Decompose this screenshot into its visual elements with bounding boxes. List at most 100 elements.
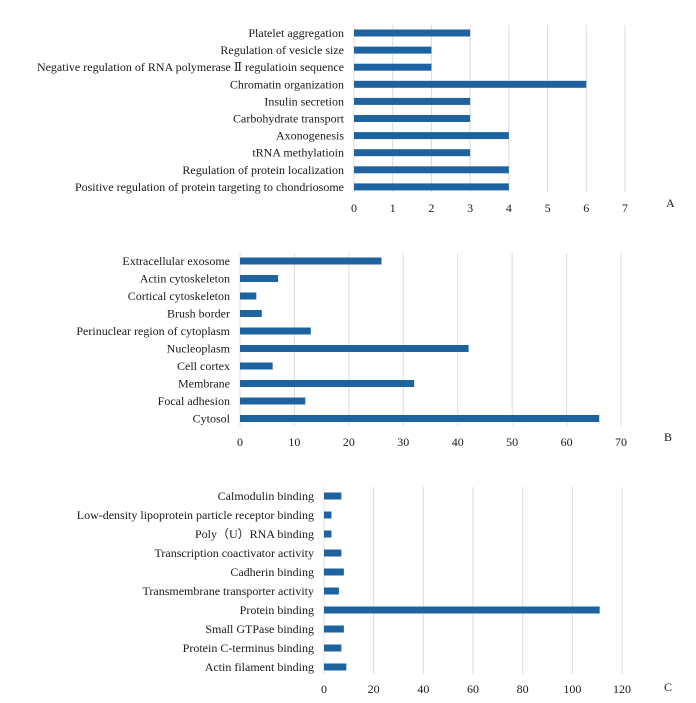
panel-a-ticks: 0 1 2 3 4 5 6 7 (351, 201, 628, 215)
bar (324, 549, 342, 557)
category-label: Focal adhesion (158, 394, 230, 408)
category-label: Cadherin binding (230, 565, 314, 579)
category-label: Axonogenesis (276, 129, 344, 143)
panel-b-ticks: 0 10 20 30 40 50 60 70 (237, 435, 627, 449)
bar (324, 587, 339, 595)
x-tick-label: 50 (506, 435, 518, 449)
x-tick-label: 10 (288, 435, 300, 449)
bar (354, 29, 471, 37)
panel-b-grid (239, 253, 622, 426)
bar (324, 511, 332, 519)
x-tick-label: 70 (615, 435, 627, 449)
bar (324, 568, 344, 576)
panel-a: Platelet aggregation Regulation of vesicl… (37, 25, 675, 215)
category-label: tRNA methylatioin (252, 146, 344, 160)
bar (240, 275, 279, 282)
bar (354, 166, 509, 174)
category-label: Brush border (167, 307, 230, 321)
category-label: Chromatin organization (230, 77, 344, 91)
bar (354, 149, 471, 157)
bar (324, 663, 347, 671)
category-label: Carbohydrate transport (233, 112, 345, 126)
bar (240, 362, 273, 370)
bar (240, 292, 257, 300)
category-label: Regulation of protein localization (182, 163, 344, 177)
category-label: Protein binding (240, 603, 314, 617)
category-label: Protein C-terminus binding (183, 641, 314, 655)
bar (354, 80, 587, 88)
bar (354, 115, 471, 122)
bar (240, 380, 415, 387)
x-tick-label: 40 (417, 682, 429, 696)
x-tick-label: 20 (343, 435, 355, 449)
x-tick-label: 0 (321, 682, 327, 696)
category-label: Extracellular exosome (122, 254, 230, 268)
category-label: Positive regulation of protein targeting… (75, 180, 344, 194)
category-label: Transcription coactivator activity (154, 546, 314, 560)
category-label: Cortical cytoskeleton (128, 289, 230, 303)
x-tick-label: 60 (561, 435, 573, 449)
panel-a-bars (354, 29, 587, 191)
x-tick-label: 0 (351, 201, 357, 215)
panel-a-categories: Platelet aggregation Regulation of vesicl… (37, 26, 345, 194)
bar (240, 345, 469, 352)
x-tick-label: 6 (583, 201, 589, 215)
category-label: Low-density lipoprotein particle recepto… (77, 508, 314, 522)
panel-c: Calmodulin binding Low-density lipoprotei… (77, 487, 672, 696)
category-label: Poly（U）RNA binding (195, 527, 314, 541)
x-tick-label: 3 (467, 201, 473, 215)
category-label: Insulin secretion (264, 94, 344, 108)
bar (324, 492, 342, 500)
x-tick-label: 30 (397, 435, 409, 449)
x-tick-label: 7 (622, 201, 628, 215)
panel-c-label: C (664, 680, 672, 694)
panel-b-label: B (664, 430, 672, 444)
bar (354, 183, 509, 191)
bar (240, 415, 600, 422)
x-tick-label: 1 (390, 201, 396, 215)
panel-b-bars (240, 257, 600, 422)
bar (324, 606, 600, 614)
category-label: Actin cytoskeleton (140, 272, 230, 286)
x-tick-label: 4 (506, 201, 512, 215)
category-label: Small GTPase binding (205, 622, 314, 636)
panel-c-grid (323, 487, 623, 674)
category-label: Calmodulin binding (218, 489, 314, 503)
x-tick-label: 0 (237, 435, 243, 449)
category-label: Perinuclear region of cytoplasm (76, 324, 230, 338)
bar (240, 310, 262, 317)
bar (240, 397, 306, 405)
category-label: Regulation of vesicle size (220, 43, 344, 57)
category-label: Actin filament binding (205, 660, 314, 674)
x-tick-label: 80 (517, 682, 529, 696)
category-label: Negative regulation of RNA polymerase Ⅱ … (37, 60, 344, 74)
x-tick-label: 5 (545, 201, 551, 215)
bar (354, 46, 432, 54)
panel-b-categories: Extracellular exosome Actin cytoskeleton C… (76, 254, 230, 426)
bar (240, 257, 382, 265)
panel-b: Extracellular exosome Actin cytoskeleton C… (76, 253, 672, 449)
x-tick-label: 2 (428, 201, 434, 215)
panel-c-bars (324, 492, 600, 671)
bar (354, 132, 509, 140)
x-tick-label: 120 (613, 682, 631, 696)
panel-c-categories: Calmodulin binding Low-density lipoprotei… (77, 489, 314, 674)
panel-c-ticks: 0 20 40 60 80 100 120 (321, 682, 631, 696)
category-label: Transmembrane transporter activity (142, 584, 314, 598)
bar (324, 530, 332, 538)
category-label: Platelet aggregation (248, 26, 344, 40)
x-tick-label: 40 (452, 435, 464, 449)
bar (324, 625, 344, 633)
bar (354, 97, 471, 105)
category-label: Nucleoplasm (167, 342, 231, 356)
bar (240, 327, 311, 335)
category-label: Membrane (178, 377, 230, 391)
bar (354, 63, 432, 71)
x-tick-label: 20 (368, 682, 380, 696)
panel-a-label: A (666, 196, 675, 210)
x-tick-label: 60 (467, 682, 479, 696)
x-tick-label: 100 (563, 682, 581, 696)
category-label: Cell cortex (177, 359, 230, 373)
category-label: Cytosol (193, 412, 231, 426)
